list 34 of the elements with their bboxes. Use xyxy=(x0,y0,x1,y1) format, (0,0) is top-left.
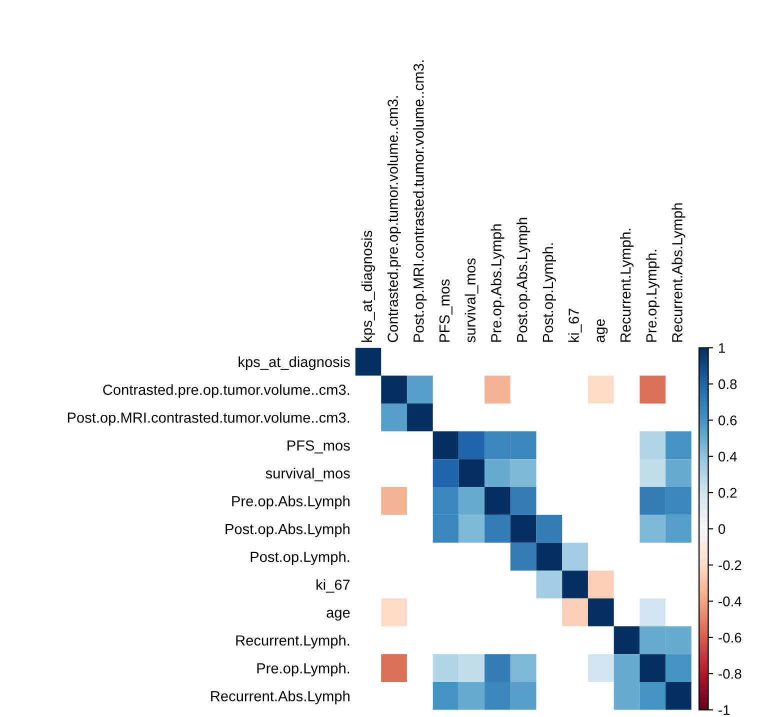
y-tick-label: Post.op.Lymph. xyxy=(250,551,350,565)
x-tick-label: age xyxy=(596,319,608,342)
y-tick-label: Pre.op.Lymph. xyxy=(257,662,350,676)
y-tick-label: Contrasted.pre.op.tumor.volume..cm3. xyxy=(103,384,350,398)
y-tick-label: Recurrent.Lymph. xyxy=(236,634,350,649)
x-tick-label: Pre.op.Abs.Lymph xyxy=(490,224,504,342)
y-tick-label: Post.op.Abs.Lymph xyxy=(226,524,350,538)
color-bar-label: -0.6 xyxy=(718,632,742,643)
x-tick-label: Recurrent.Abs.Lymph xyxy=(672,203,686,342)
color-bar-label: 0.2 xyxy=(718,488,737,498)
y-tick-label: ki_67 xyxy=(316,579,350,593)
x-tick-label: Recurrent.Lymph. xyxy=(620,228,634,342)
color-bar-label: 1 xyxy=(719,343,725,353)
color-bar-label: 0.4 xyxy=(718,452,737,462)
color-bar-label: -1 xyxy=(718,705,730,715)
y-tick-label: Post.op.MRI.contrasted.tumor.volume..cm3. xyxy=(68,412,350,426)
color-bar-label: -0.2 xyxy=(718,560,742,570)
x-tick-label: PFS_mos xyxy=(439,279,452,342)
y-tick-label: kps_at_diagnosis xyxy=(238,356,350,370)
x-tick-label: ki_67 xyxy=(568,308,582,342)
y-tick-label: PFS_mos xyxy=(288,440,350,454)
color-bar-label: 0.6 xyxy=(718,415,737,426)
y-tick-label: Pre.op.Abs.Lymph xyxy=(232,496,350,510)
color-bar-label: -0.8 xyxy=(718,668,742,679)
x-tick-label: Post.op.Lymph. xyxy=(542,243,556,342)
y-tick-label: Recurrent.Abs.Lymph xyxy=(211,690,350,704)
color-bar-label: -0.4 xyxy=(718,596,742,606)
color-bar-label: 0.8 xyxy=(718,379,737,390)
x-tick-label: Pre.op.Lymph. xyxy=(646,250,660,342)
x-tick-label: Post.op.Abs.Lymph xyxy=(516,218,530,342)
y-tick-label: survival_mos xyxy=(266,468,350,482)
color-bar-label: 0 xyxy=(718,524,726,534)
x-tick-label: survival_mos xyxy=(464,258,478,342)
y-tick-label: age xyxy=(326,610,350,621)
